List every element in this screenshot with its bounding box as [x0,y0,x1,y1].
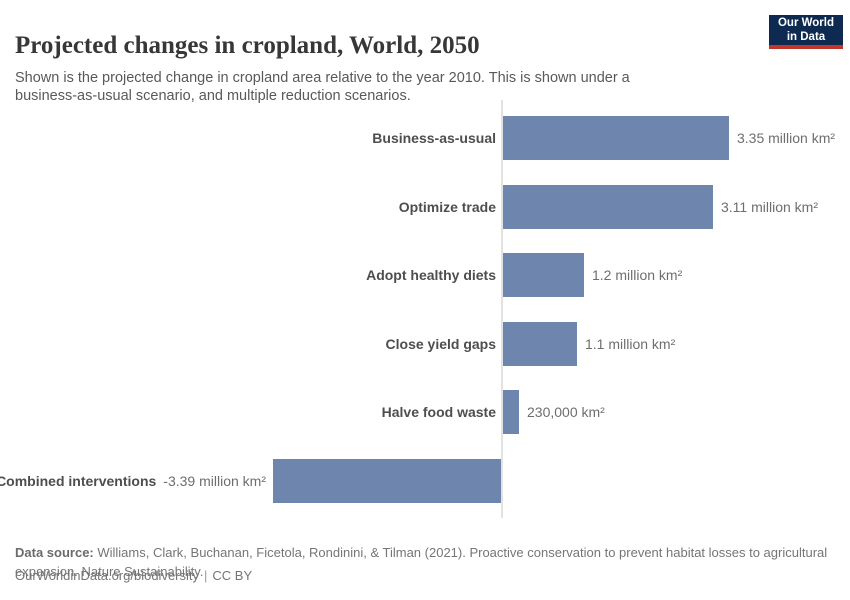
value-label: 3.35 million km² [737,130,836,146]
owid-logo[interactable]: Our World in Data [769,15,843,49]
value-label: 3.11 million km² [721,199,818,215]
bar-close-yield-gaps[interactable] [503,322,577,366]
category-label: Adopt healthy diets [366,267,496,283]
bar-chart: Business-as-usual 3.35 million km² Optimiz… [0,100,850,518]
page-title: Projected changes in cropland, World, 20… [15,31,480,59]
datasource-note: Data source: Williams, Clark, Buchanan, … [15,544,837,581]
value-label: -3.39 million km² [163,473,266,489]
chart-subtitle: Shown is the projected change in croplan… [15,69,630,104]
attribution-separator: | [204,568,208,583]
value-label: 230,000 km² [527,404,605,420]
zero-axis-line [501,100,503,518]
negative-row-labels: Combined interventions -3.39 million km² [0,459,266,503]
owid-url-link[interactable]: OurWorldinData.org/biodiversity [15,568,199,583]
owid-logo-line1: Our World [777,17,834,29]
bar-halve-food-waste[interactable] [503,390,519,434]
category-label: Halve food waste [381,404,496,420]
attribution: OurWorldinData.org/biodiversity | CC BY [15,568,252,583]
owid-logo-line2: in Data [786,31,826,43]
category-label: Optimize trade [398,199,496,215]
datasource-text: Williams, Clark, Buchanan, Ficetola, Ron… [15,545,828,579]
bar-business-as-usual[interactable] [503,116,729,160]
bar-optimize-trade[interactable] [503,185,713,229]
license-label: CC BY [212,568,253,583]
value-label: 1.2 million km² [592,267,683,283]
category-label: Business-as-usual [372,130,496,146]
category-label: Close yield gaps [385,336,496,352]
bar-combined-interventions[interactable] [273,459,501,503]
datasource-label: Data source: [15,545,94,560]
bar-adopt-healthy-diets[interactable] [503,253,584,297]
value-label: 1.1 million km² [585,336,676,352]
category-label: Combined interventions [0,473,157,489]
